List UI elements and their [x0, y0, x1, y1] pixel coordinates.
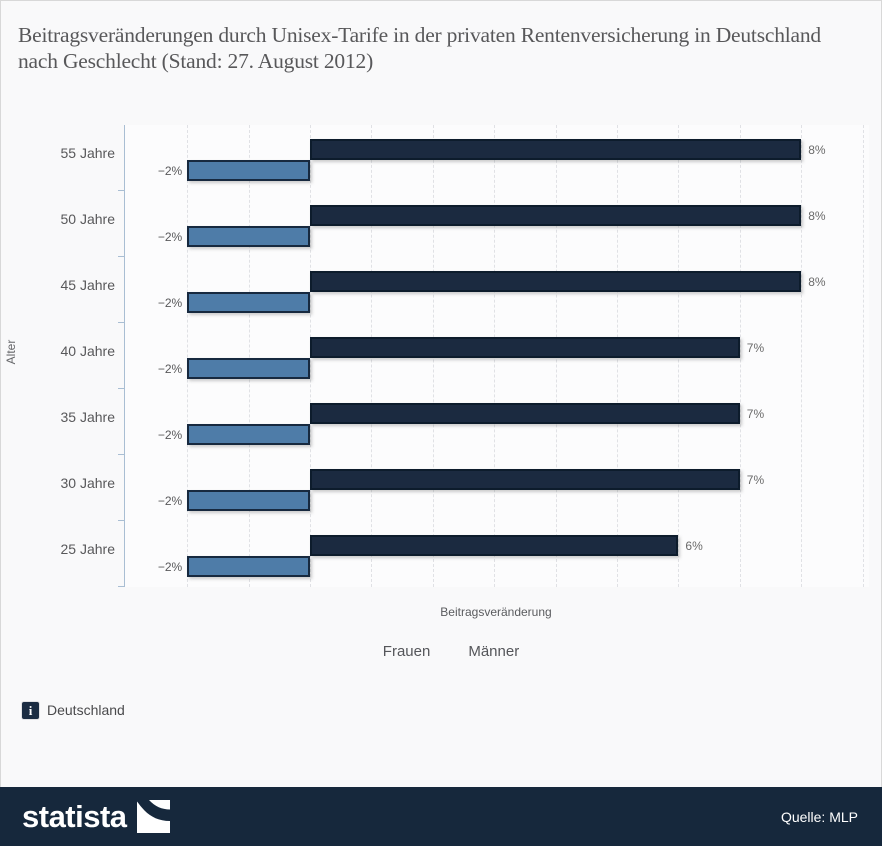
category-label: 35 Jahre: [60, 409, 115, 425]
bar-value-label: 8%: [808, 143, 826, 157]
bar-maenner[interactable]: [310, 535, 679, 556]
bar-value-label: −2%: [157, 494, 183, 508]
axis-tick: [118, 322, 124, 323]
bar-frauen[interactable]: [187, 490, 310, 511]
bar-value-label: −2%: [157, 560, 183, 574]
statista-brand[interactable]: statista: [22, 799, 170, 835]
axis-tick: [118, 520, 124, 521]
legend-item-mnner[interactable]: Männer: [468, 643, 520, 660]
category-label: 25 Jahre: [60, 541, 115, 557]
bar-value-label: −2%: [157, 428, 183, 442]
category-label: 30 Jahre: [60, 475, 115, 491]
bar-maenner[interactable]: [310, 271, 802, 292]
axis-tick: [118, 388, 124, 389]
bar-value-label: 7%: [746, 407, 765, 421]
bar-value-label: −2%: [157, 164, 183, 178]
footer: statista Quelle: MLP: [0, 787, 882, 846]
axis-tick: [118, 586, 124, 587]
bar-frauen[interactable]: [187, 226, 310, 247]
category-label: 45 Jahre: [60, 277, 115, 293]
legend: Frauen Männer: [10, 643, 882, 660]
bar-frauen[interactable]: [187, 160, 310, 181]
bar-frauen[interactable]: [187, 292, 310, 313]
plot-area: 8% 8% 8% 7% 7% 7% 6% −2% −2% −2% −2% −2% −2% −2%: [118, 125, 869, 587]
axis-tick: [118, 454, 124, 455]
info-icon[interactable]: i: [22, 701, 39, 719]
bar-maenner[interactable]: [310, 403, 740, 424]
bar-frauen[interactable]: [187, 358, 310, 379]
category-label: 50 Jahre: [60, 211, 115, 227]
bar-frauen[interactable]: [187, 424, 310, 445]
statista-wordmark: statista: [22, 798, 127, 834]
source-label: Quelle: MLP: [780, 808, 858, 825]
bar-value-label: 8%: [808, 275, 826, 289]
category-label: 40 Jahre: [60, 343, 115, 359]
axis-tick: [118, 256, 124, 257]
bar-maenner[interactable]: [310, 469, 740, 490]
bar-maenner[interactable]: [310, 205, 802, 226]
gridline: [739, 125, 741, 587]
gridline: [801, 125, 803, 587]
gridline: [248, 125, 250, 587]
bar-value-label: 8%: [808, 209, 826, 223]
region-label: Deutschland: [47, 702, 125, 718]
legend-item-frauen[interactable]: Frauen: [382, 643, 431, 660]
bar-maenner[interactable]: [310, 139, 802, 160]
bar-maenner[interactable]: [310, 337, 740, 358]
bar-value-label: 6%: [685, 539, 703, 553]
statista-logo: [136, 800, 170, 833]
axis-tick: [118, 190, 124, 191]
bar-value-label: −2%: [157, 230, 183, 244]
chart-title: Beitragsveränderungen durch Unisex-Tarif…: [18, 23, 821, 73]
category-label: 55 Jahre: [60, 145, 115, 161]
bar-value-label: −2%: [157, 296, 183, 310]
bar-frauen[interactable]: [187, 556, 310, 577]
bar-value-label: −2%: [157, 362, 183, 376]
region-note: i Deutschland: [22, 701, 125, 719]
bar-value-label: 7%: [746, 341, 765, 355]
gridline: [862, 125, 864, 587]
x-axis-title: Beitragsveränderung: [440, 605, 552, 619]
gridline: [187, 125, 189, 587]
bar-value-label: 7%: [746, 473, 765, 487]
